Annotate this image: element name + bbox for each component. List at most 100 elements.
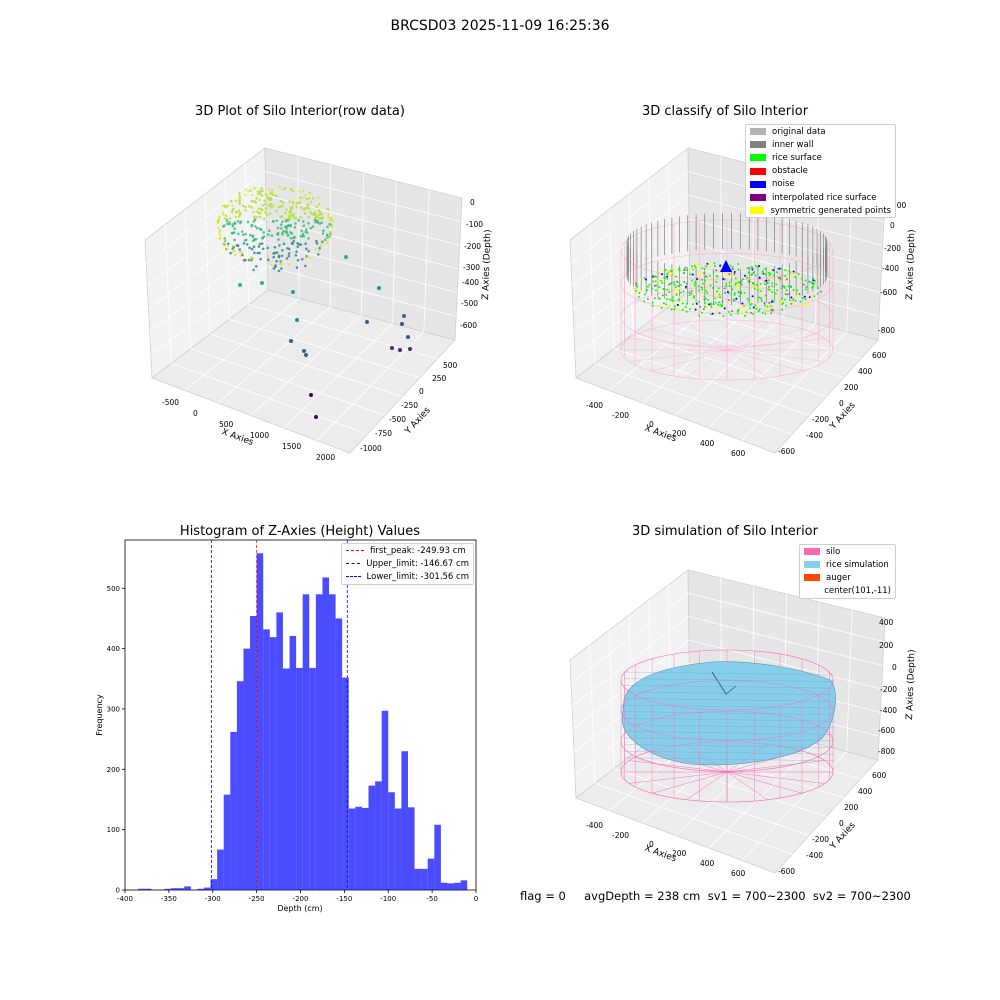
raw-point: [267, 233, 270, 236]
classified-point: [778, 267, 781, 270]
classified-point: [751, 284, 754, 287]
raw-ztick: -600: [460, 321, 477, 330]
raw-point: [296, 242, 299, 245]
raw-outlier-point: [291, 290, 295, 294]
raw-point: [268, 212, 272, 215]
classified-point: [737, 263, 740, 266]
classified-point: [704, 302, 707, 305]
raw-point: [229, 199, 233, 203]
raw-point: [266, 258, 270, 262]
simulation-zlabel: Z Axies (Depth): [905, 649, 917, 720]
classify-legend-item: rice surface: [746, 151, 895, 164]
raw-xtick: 2000: [316, 453, 335, 462]
classified-point: [771, 299, 774, 302]
raw-point: [318, 213, 322, 217]
classified-point: [761, 272, 764, 275]
raw-point: [248, 246, 251, 250]
raw-xtick: 1000: [250, 431, 269, 440]
noise-cluster: [720, 260, 732, 272]
silo-wire-ring: [620, 649, 834, 711]
raw-point: [264, 207, 268, 210]
raw-point: [307, 197, 311, 200]
classified-point: [736, 312, 739, 315]
classified-point: [682, 290, 685, 293]
histogram-bar: [322, 577, 330, 890]
raw-point: [228, 222, 231, 226]
raw-outlier-point: [344, 255, 348, 259]
classified-point: [666, 288, 669, 291]
classified-point: [776, 271, 779, 274]
raw-point: [281, 201, 285, 204]
simulation-xtick: 600: [731, 869, 746, 878]
classified-point: [740, 283, 743, 286]
raw-point: [302, 220, 305, 223]
histogram-bar: [217, 849, 224, 890]
raw-rim-point: [223, 242, 226, 245]
classified-point: [731, 266, 734, 269]
classified-point: [764, 294, 767, 297]
classify-ytick: 400: [858, 367, 873, 376]
raw-point: [275, 209, 278, 213]
simulation-ytick: 400: [858, 787, 873, 796]
classified-point: [670, 308, 673, 311]
raw-point: [290, 187, 293, 191]
histogram-xlabel: Depth (cm): [277, 904, 322, 913]
raw-point: [254, 265, 258, 268]
raw-point: [226, 242, 230, 246]
classified-point: [666, 273, 669, 276]
raw-point: [251, 239, 255, 243]
classified-point: [684, 266, 687, 269]
classify-ztick: -800: [878, 326, 895, 335]
classified-point: [675, 293, 678, 296]
classified-point: [708, 279, 711, 282]
histogram-bar: [256, 553, 264, 890]
raw-rim-point: [298, 190, 301, 193]
raw-point: [279, 215, 282, 218]
raw-rim-point: [218, 215, 221, 218]
raw-point: [260, 194, 264, 198]
legend-swatch: [804, 574, 820, 582]
raw-rim-point: [314, 248, 317, 251]
raw-ytick: -250: [401, 401, 418, 410]
raw-point: [302, 208, 306, 211]
raw-point: [302, 234, 306, 238]
raw-point: [277, 269, 281, 273]
raw-point: [280, 267, 283, 270]
classified-point: [792, 270, 795, 273]
classified-point: [796, 291, 799, 294]
raw-point: [298, 196, 302, 200]
classified-point: [682, 271, 685, 274]
classified-point: [640, 290, 643, 293]
histogram-bar: [394, 808, 402, 890]
raw-point: [233, 222, 237, 225]
classified-point: [731, 288, 734, 291]
classified-point: [715, 269, 718, 272]
classified-point: [787, 285, 790, 288]
classified-point: [783, 286, 786, 289]
classified-point: [685, 269, 688, 272]
raw-rim-point: [233, 249, 236, 253]
classified-point: [692, 303, 695, 306]
raw-point: [295, 266, 299, 269]
classified-point: [740, 280, 743, 283]
legend-swatch: [750, 167, 766, 175]
classified-point: [753, 282, 756, 285]
pane-gridline: [316, 331, 425, 441]
classified-point: [751, 268, 754, 271]
legend-swatch: [750, 141, 766, 149]
raw-point: [319, 217, 323, 220]
histogram-bar: [335, 618, 343, 890]
classified-point: [664, 276, 667, 279]
raw-point: [313, 218, 317, 222]
raw-point: [232, 231, 236, 234]
silo-wire-spoke: [726, 328, 803, 351]
raw-point: [223, 224, 226, 227]
simulation-3d-plot: -400 -200 0 200 400 600 -600 -400 -200 0…: [569, 569, 917, 878]
classified-point: [777, 276, 780, 279]
classified-point: [721, 300, 724, 303]
classified-point: [790, 296, 793, 299]
raw-point: [275, 251, 279, 254]
histogram-bar: [282, 668, 290, 890]
raw-zlabel: Z Axies (Depth): [481, 229, 493, 300]
classified-point: [688, 291, 691, 294]
